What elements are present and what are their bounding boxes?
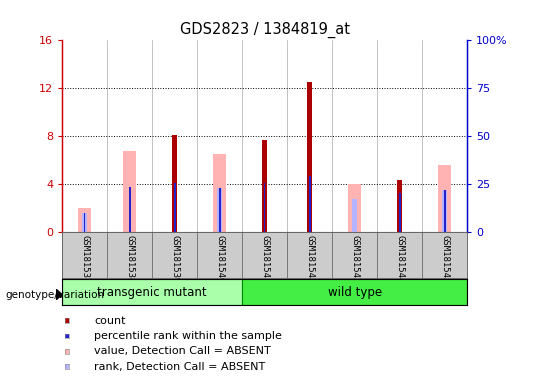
Bar <box>123 151 136 232</box>
Bar <box>82 213 87 232</box>
Bar <box>397 180 402 232</box>
Text: GSM181542: GSM181542 <box>305 235 314 283</box>
Bar <box>78 208 91 232</box>
Bar <box>442 190 447 232</box>
Bar <box>438 165 451 232</box>
Text: GSM181541: GSM181541 <box>260 235 269 283</box>
Bar <box>348 184 361 232</box>
Text: genotype/variation: genotype/variation <box>5 290 105 300</box>
Bar <box>129 187 131 232</box>
Text: wild type: wild type <box>328 286 382 299</box>
Text: GSM181543: GSM181543 <box>350 235 359 283</box>
Text: GSM181538: GSM181538 <box>125 235 134 283</box>
Bar <box>309 176 310 232</box>
Polygon shape <box>56 289 62 300</box>
Text: value, Detection Call = ABSENT: value, Detection Call = ABSENT <box>94 346 271 356</box>
Title: GDS2823 / 1384819_at: GDS2823 / 1384819_at <box>180 22 349 38</box>
Bar <box>62 279 242 305</box>
Text: rank, Detection Call = ABSENT: rank, Detection Call = ABSENT <box>94 362 266 372</box>
Bar <box>352 199 357 232</box>
Text: count: count <box>94 316 126 326</box>
Bar <box>217 188 222 232</box>
Text: percentile rank within the sample: percentile rank within the sample <box>94 331 282 341</box>
Text: GSM181537: GSM181537 <box>80 235 89 283</box>
Bar <box>174 183 176 232</box>
Bar <box>444 190 446 232</box>
Bar <box>213 154 226 232</box>
Text: GSM181539: GSM181539 <box>170 235 179 283</box>
Bar <box>242 279 467 305</box>
Bar <box>264 183 266 232</box>
Text: transgenic mutant: transgenic mutant <box>97 286 207 299</box>
Bar <box>307 82 312 232</box>
Text: GSM181540: GSM181540 <box>215 235 224 283</box>
Bar <box>84 213 85 232</box>
Bar <box>172 135 177 232</box>
Text: GSM181545: GSM181545 <box>440 235 449 283</box>
Bar <box>399 193 401 232</box>
Text: GSM181544: GSM181544 <box>395 235 404 283</box>
Bar <box>262 140 267 232</box>
Bar <box>219 188 220 232</box>
